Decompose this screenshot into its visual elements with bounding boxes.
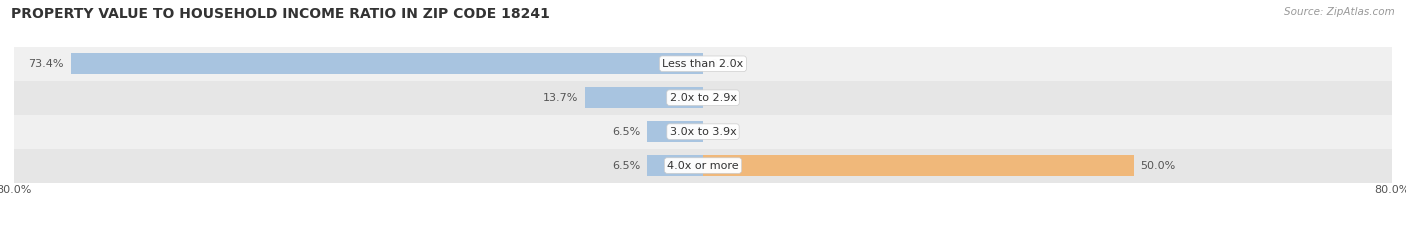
Bar [14, 81, 1392, 115]
Text: PROPERTY VALUE TO HOUSEHOLD INCOME RATIO IN ZIP CODE 18241: PROPERTY VALUE TO HOUSEHOLD INCOME RATIO… [11, 7, 550, 21]
Text: 4.0x or more: 4.0x or more [668, 161, 738, 171]
Text: 6.5%: 6.5% [612, 161, 640, 171]
Bar [703, 155, 1133, 176]
Text: 2.0x to 2.9x: 2.0x to 2.9x [669, 93, 737, 103]
Bar [14, 47, 1392, 81]
Bar [647, 155, 703, 176]
Bar [585, 87, 703, 108]
Bar [14, 115, 1392, 149]
Text: 50.0%: 50.0% [1140, 161, 1175, 171]
Bar [70, 53, 703, 74]
Text: Source: ZipAtlas.com: Source: ZipAtlas.com [1284, 7, 1395, 17]
Text: Less than 2.0x: Less than 2.0x [662, 59, 744, 69]
Text: 0.0%: 0.0% [710, 127, 738, 137]
Text: 73.4%: 73.4% [28, 59, 65, 69]
Text: 3.0x to 3.9x: 3.0x to 3.9x [669, 127, 737, 137]
Bar [647, 121, 703, 142]
Text: 0.0%: 0.0% [710, 93, 738, 103]
Legend: Without Mortgage, With Mortgage: Without Mortgage, With Mortgage [572, 229, 834, 234]
Text: 0.0%: 0.0% [710, 59, 738, 69]
Bar [14, 149, 1392, 183]
Text: 13.7%: 13.7% [543, 93, 578, 103]
Text: 6.5%: 6.5% [612, 127, 640, 137]
